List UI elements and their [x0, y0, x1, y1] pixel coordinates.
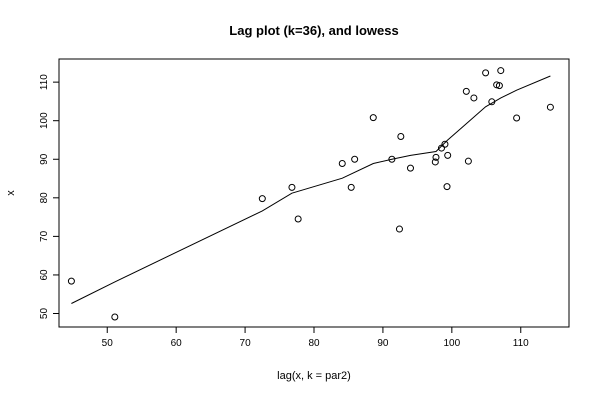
data-point-25 [495, 82, 503, 90]
data-point-5 [338, 160, 346, 168]
data-point-6 [347, 183, 355, 191]
data-point-26 [497, 67, 505, 75]
data-point-19 [462, 87, 470, 95]
data-point-10 [395, 225, 403, 233]
y-tick-label-110: 110 [39, 74, 50, 90]
data-point-21 [470, 94, 478, 102]
y-tick-label-50: 50 [39, 308, 50, 320]
data-point-20 [464, 157, 472, 165]
chart-title: Lag plot (k=36), and lowess [229, 23, 398, 38]
data-point-2 [258, 195, 266, 203]
x-tick-label-50: 50 [102, 338, 114, 349]
data-point-14 [432, 153, 440, 161]
scatter-points [67, 67, 554, 321]
data-point-22 [482, 69, 490, 77]
data-point-0 [67, 277, 75, 285]
y-tick-label-80: 80 [39, 192, 50, 204]
y-tick-label-70: 70 [39, 230, 50, 242]
data-point-28 [546, 103, 554, 111]
data-point-1 [111, 313, 119, 321]
x-tick-label-70: 70 [240, 338, 252, 349]
x-axis-label: lag(x, k = par2) [277, 370, 351, 382]
y-tick-label-90: 90 [39, 153, 50, 165]
x-axis: 50 60 70 80 90 100 110 [102, 327, 529, 349]
data-point-23 [488, 98, 496, 106]
y-axis: 50 60 70 80 90 100 110 [39, 74, 59, 319]
y-tick-label-60: 60 [39, 269, 50, 281]
data-point-15 [438, 144, 445, 152]
data-point-27 [513, 114, 521, 122]
data-point-3 [288, 183, 296, 191]
data-point-18 [444, 151, 452, 159]
x-tick-label-90: 90 [377, 338, 389, 349]
y-tick-label-100: 100 [39, 112, 50, 129]
data-point-9 [388, 155, 396, 163]
data-point-17 [443, 183, 451, 191]
data-point-12 [406, 164, 414, 172]
data-point-11 [397, 133, 405, 141]
data-point-16 [441, 140, 449, 148]
data-point-4 [294, 215, 302, 223]
data-point-24 [493, 81, 501, 89]
x-tick-label-80: 80 [308, 338, 320, 349]
data-point-8 [369, 114, 377, 122]
y-axis-label: x [5, 190, 17, 196]
lowess-line [71, 75, 551, 304]
data-point-7 [351, 155, 359, 163]
x-tick-label-100: 100 [443, 338, 460, 349]
x-tick-label-110: 110 [513, 338, 529, 349]
data-point-13 [431, 158, 439, 166]
x-tick-label-60: 60 [171, 338, 183, 349]
